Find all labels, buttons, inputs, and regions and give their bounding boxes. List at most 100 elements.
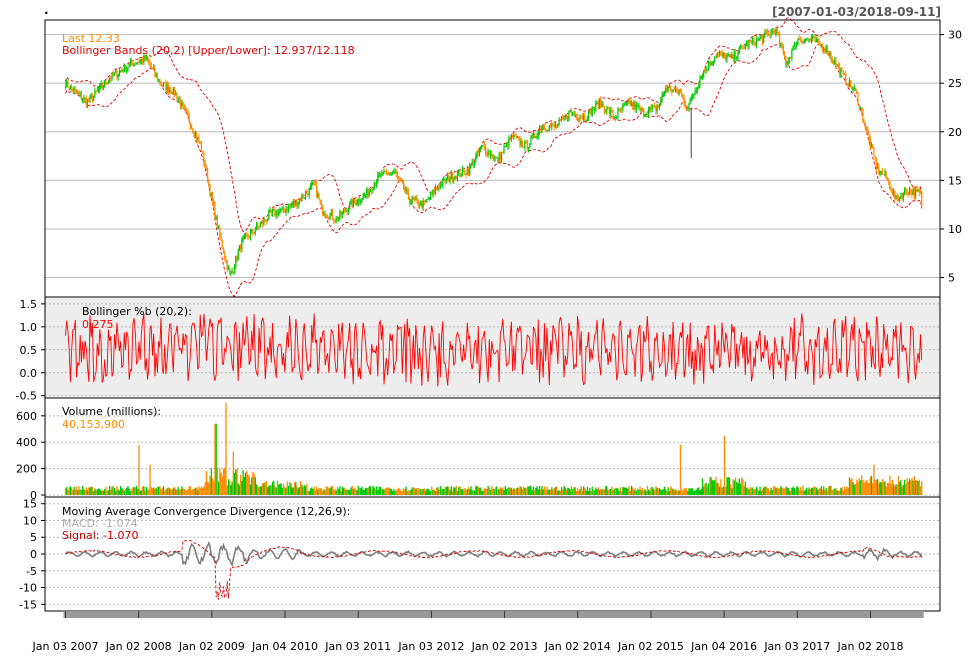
volume-bar [661,489,663,495]
volume-bar [438,489,440,495]
price-candle [156,73,158,80]
price-candle [645,114,647,115]
volume-bar [404,489,406,495]
volume-bar [837,490,840,495]
volume-bar [575,490,577,495]
price-candle [336,217,339,221]
volume-bar [551,487,553,495]
price-candle [143,56,145,63]
price-candle [303,197,305,199]
price-candle [313,183,315,184]
price-candle [825,45,827,53]
volume-bar [567,487,569,495]
volume-bar [426,488,428,495]
price-candle [413,199,416,201]
price-candle [877,166,879,169]
price-candle [685,105,688,109]
price-candle [270,210,272,213]
volume-bar [364,487,367,495]
volume-bar [74,489,76,495]
price-candle [907,192,909,195]
price-candle [557,123,559,128]
volume-bar [672,489,674,495]
price-candle [486,152,488,155]
volume-bar [658,488,661,495]
price-candle [600,98,602,107]
volume-bar [859,480,862,495]
volume-bar [775,487,777,495]
volume-bar [857,482,859,495]
price-candle [649,107,651,111]
price-candle [458,170,460,173]
price-candle [129,60,132,64]
volume-bar [558,490,560,495]
volume-bar [802,485,804,495]
volume-bar [879,481,881,495]
price-candle [861,108,863,112]
pctb-tick-label: 1.0 [20,321,38,334]
price-candle [287,205,290,212]
price-candle [181,102,183,107]
price-candle [891,191,893,195]
volume-bar [733,480,735,495]
volume-bar [903,479,906,495]
price-candle [224,253,226,259]
price-candle [235,256,237,268]
price-candle [384,170,386,172]
volume-bar [649,490,651,495]
price-candle [786,64,788,66]
volume-bar [247,474,249,495]
price-candle [302,195,304,199]
volume-bar [530,486,532,495]
volume-bar [557,490,559,495]
price-candle [903,189,906,194]
volume-bar [742,479,744,495]
price-candle [696,87,699,91]
price-candle [320,203,323,206]
price-candle [532,133,535,136]
price-candle [694,90,696,95]
volume-bar [88,487,90,495]
volume-bar [723,435,726,495]
price-candle [797,38,799,43]
price-candle [720,52,722,54]
signal-line [65,540,923,600]
price-candle [733,51,735,60]
price-candle [764,32,766,36]
price-candle [475,155,477,162]
price-candle [760,37,762,39]
volume-bar [238,485,241,495]
volume-bar [753,489,755,495]
price-candle [919,192,922,194]
price-candle [262,221,264,224]
price-candle [476,151,478,156]
price-candle [781,44,783,47]
price-candle [417,199,419,206]
price-candle [96,90,98,92]
price-candle [390,173,392,175]
price-candle [487,150,489,155]
price-candle [641,108,644,109]
price-candle [352,199,354,207]
price-candle [429,192,432,199]
volume-bar [689,488,691,495]
price-candle [318,194,320,201]
price-candle [175,92,177,95]
price-candle [842,71,844,74]
price-candle [483,144,486,148]
price-candle [393,172,395,174]
price-candle [899,196,901,201]
volume-bar [764,486,766,495]
price-candle [395,171,397,174]
volume-bar [311,487,313,495]
volume-bar [861,475,863,495]
price-candle [322,205,324,215]
price-candle [192,128,194,133]
price-candle [459,170,461,177]
price-candle [146,56,149,61]
volume-bar [711,479,713,495]
volume-bar [739,483,742,495]
volume-bar [284,487,286,495]
volume-bar [850,479,852,495]
volume-bar [627,488,629,495]
